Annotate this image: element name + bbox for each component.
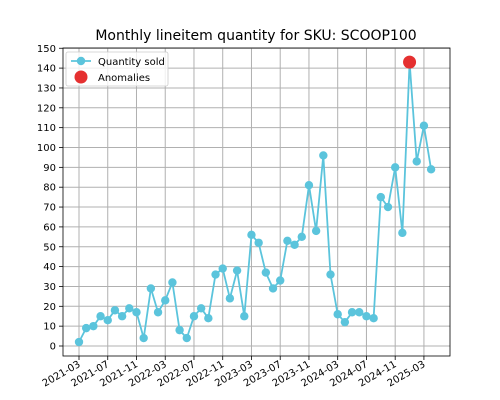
- data-point: [283, 236, 292, 245]
- series-line: [78, 61, 432, 343]
- y-tick-label: 80: [43, 183, 56, 194]
- data-point: [225, 294, 235, 303]
- y-tick-label: 20: [43, 302, 56, 313]
- data-point: [290, 240, 299, 249]
- grid: [63, 47, 450, 356]
- data-point: [232, 266, 242, 275]
- series-layer: [74, 55, 436, 347]
- legend-frame: [65, 51, 169, 87]
- legend-line-marker: [76, 56, 86, 66]
- y-tick-label: 30: [43, 282, 56, 293]
- y-tick-label: 50: [43, 242, 56, 253]
- y-tick-label: 150: [37, 44, 56, 55]
- data-point: [326, 270, 335, 279]
- data-point: [182, 333, 191, 343]
- data-point: [125, 304, 134, 313]
- y-tick-label: 110: [37, 123, 56, 134]
- data-point: [311, 226, 321, 236]
- y-tick-label: 70: [43, 203, 56, 214]
- data-point: [89, 321, 98, 331]
- data-point: [276, 276, 285, 285]
- data-point: [132, 308, 141, 317]
- data-point: [304, 181, 314, 190]
- data-point: [189, 312, 199, 321]
- data-point: [153, 308, 163, 317]
- data-point: [168, 278, 177, 287]
- data-point: [419, 121, 429, 130]
- data-point: [347, 308, 357, 317]
- anomaly-point: [403, 55, 417, 69]
- plot-frame: [62, 47, 451, 357]
- legend-anomaly-marker: [74, 70, 88, 84]
- data-point: [340, 317, 350, 327]
- data-point: [412, 157, 421, 166]
- data-point: [110, 306, 120, 315]
- data-point: [117, 312, 127, 321]
- data-point: [96, 312, 105, 321]
- axes: 0102030405060708090100110120130140150202…: [37, 44, 451, 389]
- y-tick-label: 130: [37, 83, 56, 94]
- y-tick-label: 120: [37, 103, 56, 114]
- y-tick-label: 0: [50, 342, 56, 353]
- data-point: [240, 312, 249, 321]
- data-point: [74, 337, 84, 347]
- data-point: [261, 268, 271, 277]
- data-point: [161, 296, 170, 305]
- y-tick-label: 100: [37, 143, 56, 154]
- data-point: [355, 308, 364, 317]
- data-point: [376, 192, 386, 202]
- data-point: [139, 333, 148, 343]
- data-point: [196, 304, 206, 313]
- y-tick-label: 10: [43, 322, 56, 333]
- data-point: [211, 270, 220, 279]
- data-point: [362, 312, 371, 321]
- data-point: [254, 238, 263, 247]
- data-point: [268, 284, 278, 293]
- data-point: [204, 314, 213, 323]
- data-point: [175, 325, 184, 335]
- y-tick-label: 140: [37, 64, 56, 75]
- legend-label-anomalies: Anomalies: [98, 73, 150, 84]
- legend-label-series: Quantity sold: [98, 57, 165, 68]
- data-point: [319, 151, 328, 160]
- chart-title: Monthly lineitem quantity for SKU: SCOOP…: [95, 28, 416, 44]
- y-tick-label: 60: [43, 222, 56, 233]
- data-point: [383, 202, 393, 212]
- data-point: [426, 165, 436, 174]
- data-point: [146, 284, 156, 293]
- data-point: [218, 264, 227, 273]
- y-tick-label: 40: [43, 262, 56, 273]
- legend: Quantity sold Anomalies: [65, 51, 169, 87]
- data-point: [333, 310, 342, 319]
- data-point: [297, 232, 306, 242]
- data-point: [398, 228, 407, 238]
- data-point: [369, 314, 378, 323]
- y-tick-label: 90: [43, 163, 56, 174]
- data-point: [103, 315, 112, 325]
- data-point: [81, 323, 91, 333]
- data-point: [247, 230, 256, 240]
- data-point: [390, 163, 400, 172]
